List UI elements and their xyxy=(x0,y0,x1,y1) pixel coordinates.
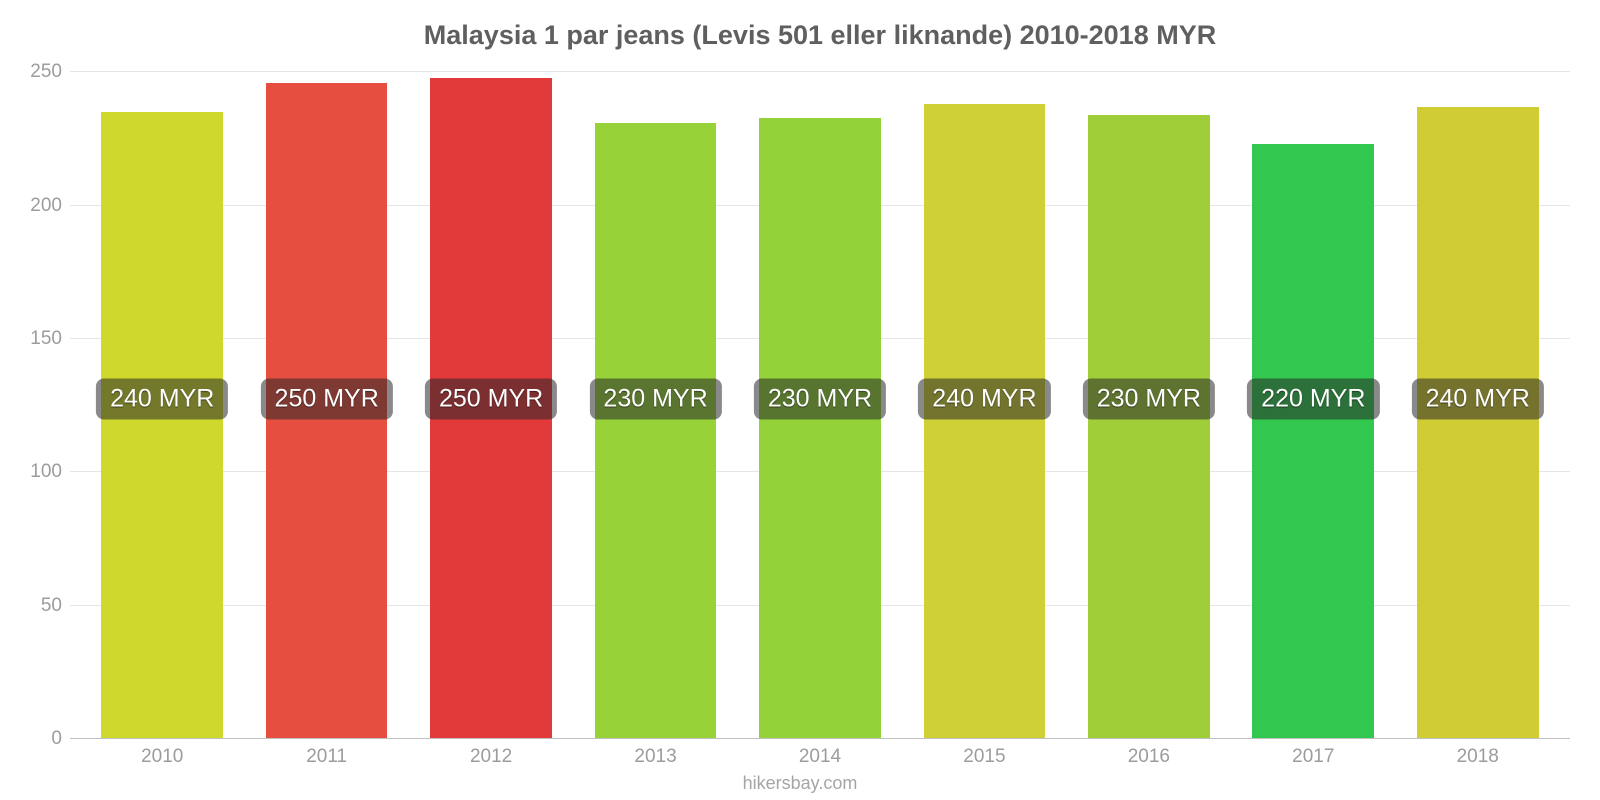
bar-2015 xyxy=(924,104,1046,739)
y-tick-label: 250 xyxy=(30,61,62,83)
value-badge: 220 MYR xyxy=(1247,379,1379,420)
value-badge: 240 MYR xyxy=(96,379,228,420)
value-badge: 250 MYR xyxy=(425,379,557,420)
bar-2018 xyxy=(1417,107,1539,739)
y-tick-label: 100 xyxy=(30,461,62,483)
x-tick-label: 2014 xyxy=(738,746,902,770)
bar-2017 xyxy=(1252,144,1374,739)
bar-slot: 240 MYR xyxy=(1396,59,1560,739)
value-badge: 230 MYR xyxy=(754,379,886,420)
chart-container: Malaysia 1 par jeans (Levis 501 eller li… xyxy=(0,0,1600,800)
bar-slot: 230 MYR xyxy=(1067,59,1231,739)
bar-slot: 240 MYR xyxy=(902,59,1066,739)
y-tick-label: 200 xyxy=(30,195,62,217)
bar-2010 xyxy=(101,112,223,739)
chart-title: Malaysia 1 par jeans (Levis 501 eller li… xyxy=(70,20,1570,51)
plot-area: 050100150200250 240 MYR250 MYR250 MYR230… xyxy=(70,59,1570,739)
bar-slot: 250 MYR xyxy=(409,59,573,739)
x-tick-label: 2015 xyxy=(902,746,1066,770)
bar-slot: 220 MYR xyxy=(1231,59,1395,739)
value-badge: 240 MYR xyxy=(918,379,1050,420)
x-tick-label: 2013 xyxy=(573,746,737,770)
y-tick-label: 50 xyxy=(41,595,62,617)
bar-slot: 230 MYR xyxy=(738,59,902,739)
y-tick-label: 150 xyxy=(30,328,62,350)
value-badge: 250 MYR xyxy=(261,379,393,420)
x-tick-label: 2011 xyxy=(244,746,408,770)
x-axis-labels: 201020112012201320142015201620172018 xyxy=(70,746,1570,770)
chart-footer: hikersbay.com xyxy=(0,773,1600,794)
value-badge: 230 MYR xyxy=(1083,379,1215,420)
y-axis: 050100150200250 xyxy=(20,59,70,739)
bar-2014 xyxy=(759,118,881,739)
bar-slot: 250 MYR xyxy=(244,59,408,739)
value-badge: 230 MYR xyxy=(589,379,721,420)
bar-slot: 230 MYR xyxy=(573,59,737,739)
x-tick-label: 2017 xyxy=(1231,746,1395,770)
bar-2016 xyxy=(1088,115,1210,739)
bar-2013 xyxy=(595,123,717,739)
x-tick-label: 2018 xyxy=(1396,746,1560,770)
x-tick-label: 2010 xyxy=(80,746,244,770)
value-badge: 240 MYR xyxy=(1412,379,1544,420)
bar-slot: 240 MYR xyxy=(80,59,244,739)
y-tick-label: 0 xyxy=(51,728,62,750)
baseline xyxy=(70,738,1570,739)
x-tick-label: 2012 xyxy=(409,746,573,770)
bars-area: 240 MYR 250 MYR 250 MYR 230 MYR 230 MYR 240 M… xyxy=(70,59,1570,739)
x-tick-label: 2016 xyxy=(1067,746,1231,770)
